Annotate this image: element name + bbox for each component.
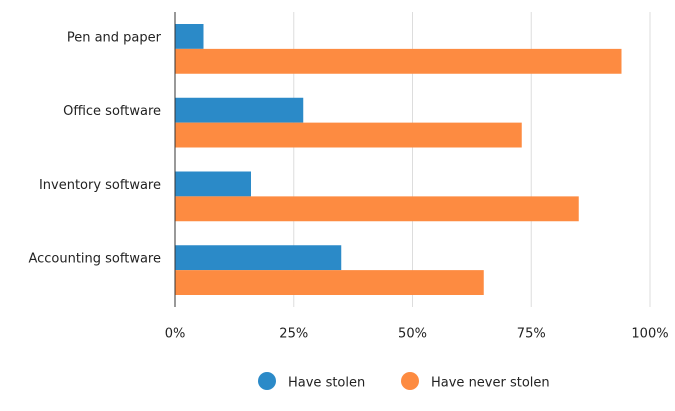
- y-tick-label: Office software: [63, 104, 161, 119]
- legend-label: Have stolen: [288, 376, 365, 391]
- y-tick-label: Accounting software: [28, 252, 161, 267]
- bar: [175, 196, 579, 222]
- bar: [175, 245, 342, 271]
- bar: [175, 122, 522, 148]
- legend-marker: [258, 372, 276, 390]
- bar: [175, 24, 204, 49]
- bar: [175, 97, 304, 123]
- x-tick-label: 100%: [631, 327, 668, 342]
- bar: [175, 48, 622, 74]
- legend-label: Have never stolen: [431, 376, 550, 391]
- legend-marker: [401, 372, 419, 390]
- x-tick-label: 50%: [398, 327, 427, 342]
- bar: [175, 270, 484, 295]
- x-tick-label: 0%: [165, 327, 186, 342]
- x-tick-label: 75%: [517, 327, 546, 342]
- bar: [175, 171, 251, 197]
- y-tick-label: Inventory software: [39, 178, 161, 193]
- x-tick-label: 25%: [279, 327, 308, 342]
- y-tick-label: Pen and paper: [67, 30, 162, 45]
